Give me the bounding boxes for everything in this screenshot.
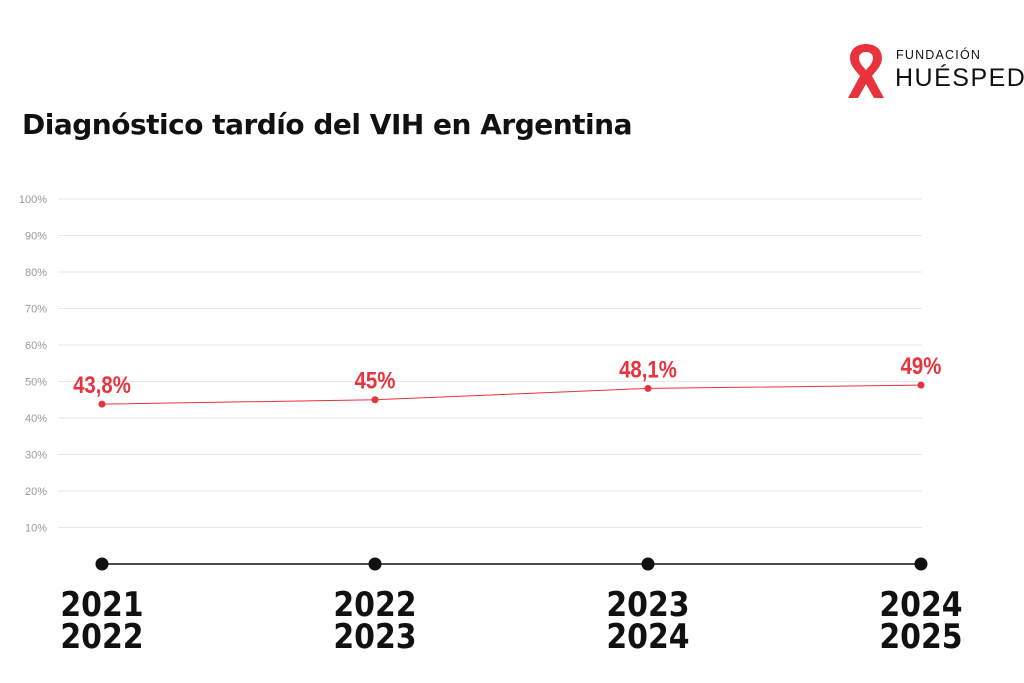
- series-line: [98, 381, 925, 408]
- data-point: [917, 381, 925, 389]
- y-tick-label: 100%: [19, 194, 47, 206]
- y-tick-label: 50%: [25, 377, 47, 389]
- data-label: 48,1%: [619, 356, 677, 383]
- x-tick-label: 2024: [879, 584, 962, 624]
- logo-text-huesped: HUÉSPED: [895, 64, 1024, 92]
- x-tick-label: 2023: [333, 616, 416, 656]
- x-tick-label: 2024: [606, 616, 689, 656]
- data-label: 49%: [901, 353, 942, 380]
- chart-title: Diagnóstico tardío del VIH en Argentina: [22, 108, 632, 141]
- y-tick-label: 80%: [25, 267, 47, 279]
- logo-text-fundacion: FUNDACIÓN: [896, 48, 982, 62]
- y-tick-label: 10%: [25, 523, 47, 535]
- x-tick-label: 2025: [879, 616, 962, 656]
- y-tick-label: 60%: [25, 340, 47, 352]
- data-labels: 43,8% 45% 48,1% 49%: [73, 353, 942, 399]
- y-tick-label: 20%: [25, 486, 47, 498]
- red-ribbon-icon: [848, 44, 884, 98]
- x-tick-label: 2021: [60, 584, 143, 624]
- y-tick-label: 30%: [25, 450, 47, 462]
- y-tick-label: 70%: [25, 304, 47, 316]
- data-point: [644, 384, 652, 392]
- y-tick-label: 90%: [25, 231, 47, 243]
- x-axis-marker: [641, 557, 655, 571]
- x-axis-marker: [95, 557, 109, 571]
- y-tick-labels: 10% 20% 30% 40% 50% 60% 70% 80% 90% 100%: [19, 194, 47, 535]
- x-tick-label: 2022: [333, 584, 416, 624]
- data-point: [371, 396, 379, 404]
- fundacion-huesped-logo: FUNDACIÓN HUÉSPED: [842, 40, 1024, 102]
- x-axis: [95, 557, 928, 571]
- x-axis-marker: [368, 557, 382, 571]
- series-line-path: [101, 384, 922, 405]
- data-label: 45%: [355, 367, 396, 394]
- x-tick-label: 2023: [606, 584, 689, 624]
- y-tick-label: 40%: [25, 413, 47, 425]
- data-label: 43,8%: [73, 372, 131, 399]
- grid-lines: [58, 198, 922, 528]
- data-point: [98, 400, 106, 408]
- x-tick-label: 2022: [60, 616, 143, 656]
- x-axis-marker: [914, 557, 928, 571]
